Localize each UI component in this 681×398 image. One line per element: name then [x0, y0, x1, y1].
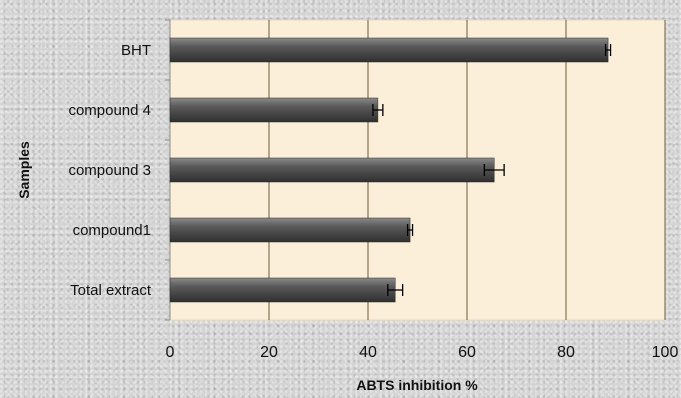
- x-tick-labels: 0 20 40 60 80 100: [166, 344, 679, 361]
- category-label: BHT: [121, 42, 151, 59]
- bars: [169, 37, 612, 303]
- x-tick-label: 80: [557, 344, 575, 361]
- error-bar: [387, 284, 404, 296]
- bar-compound-3: [169, 157, 495, 183]
- category-label: compound1: [73, 222, 151, 239]
- bar-compound1: [169, 217, 411, 243]
- error-bar: [604, 44, 612, 56]
- bar-total-extract: [169, 277, 396, 303]
- x-tick-label: 40: [359, 344, 377, 361]
- category-label: compound 4: [68, 102, 151, 119]
- error-bar: [406, 224, 414, 236]
- category-labels: Total extract compound1 compound 3 compound…: [68, 42, 151, 299]
- x-tick-label: 20: [260, 344, 278, 361]
- x-axis-title: ABTS inhibition %: [356, 377, 478, 393]
- bar-compound-4: [169, 97, 379, 123]
- error-bar: [483, 164, 505, 176]
- x-tick-label: 100: [652, 344, 679, 361]
- x-tick-label: 0: [166, 344, 175, 361]
- y-axis-title: Samples: [16, 141, 32, 199]
- x-tick-label: 60: [458, 344, 476, 361]
- bar-bht: [169, 37, 609, 63]
- gridlines: [165, 19, 666, 321]
- category-label: Total extract: [70, 282, 152, 299]
- error-bar: [372, 104, 384, 116]
- category-label: compound 3: [68, 162, 151, 179]
